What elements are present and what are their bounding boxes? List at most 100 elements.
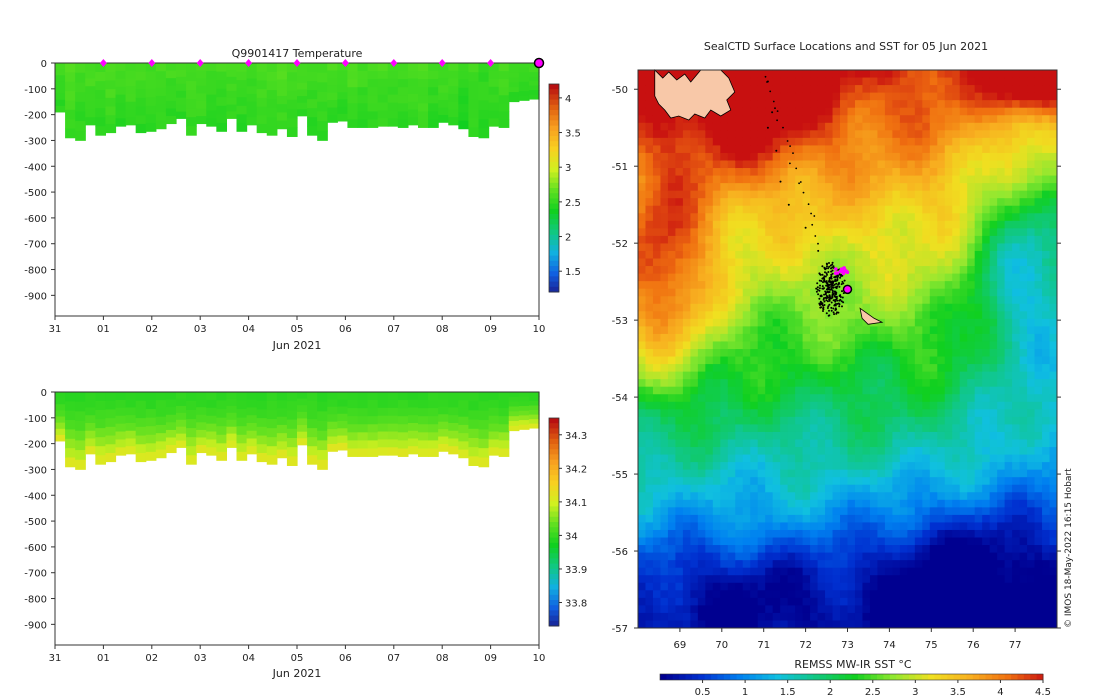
sst-cell xyxy=(802,288,811,297)
sst-cell xyxy=(959,85,968,94)
sst-cell xyxy=(802,333,811,342)
sst-cell xyxy=(735,303,744,312)
colorbar-segment xyxy=(549,438,559,445)
sst-cell xyxy=(772,590,781,599)
sst-cell xyxy=(1019,484,1028,493)
sst-cell xyxy=(832,349,841,358)
sst-cell xyxy=(1004,469,1013,478)
sst-cell xyxy=(1034,190,1043,199)
sst-cell xyxy=(810,401,819,410)
sst-cell xyxy=(690,582,699,591)
sst-cell xyxy=(1019,303,1028,312)
sst-cell xyxy=(914,356,923,365)
sst-cell xyxy=(660,409,669,418)
sst-cell xyxy=(1012,386,1021,395)
sst-cell xyxy=(959,371,968,380)
profile-marker xyxy=(196,59,204,67)
sst-cell xyxy=(802,341,811,350)
sst-cell xyxy=(750,364,759,373)
sst-cell xyxy=(638,612,646,621)
sst-cell xyxy=(705,484,714,493)
sst-cell xyxy=(750,190,759,199)
sst-cell xyxy=(802,492,811,501)
sst-cell xyxy=(974,394,983,403)
sst-cell xyxy=(907,416,916,425)
heatmap-cell xyxy=(75,450,86,461)
sst-cell xyxy=(892,311,901,320)
y-tick-label: -900 xyxy=(24,620,47,631)
sst-cell xyxy=(847,152,856,161)
sst-cell xyxy=(727,198,736,207)
sst-cell xyxy=(735,296,744,305)
heatmap-cell xyxy=(407,407,419,416)
sst-cell xyxy=(735,552,744,561)
sst-cell xyxy=(1027,70,1036,79)
sst-cell xyxy=(967,183,976,192)
sst-cell xyxy=(690,409,699,418)
sst-cell xyxy=(742,243,751,252)
sst-cell xyxy=(907,507,916,516)
sst-cell xyxy=(892,394,901,403)
heatmap-cell xyxy=(438,92,449,101)
sst-cell xyxy=(638,250,646,260)
sst-cell xyxy=(884,250,893,260)
sst-cell xyxy=(720,326,729,335)
heatmap-cell xyxy=(216,63,228,72)
sst-cell xyxy=(1034,409,1043,418)
heatmap-cell xyxy=(387,94,399,103)
sst-cell xyxy=(720,228,729,237)
sst-cell xyxy=(697,620,706,629)
sst-cell xyxy=(772,333,781,342)
sst-cell xyxy=(667,243,676,252)
sst-cell xyxy=(817,484,826,493)
sst-cell xyxy=(795,77,804,86)
sst-cell xyxy=(817,537,826,546)
sst-cell xyxy=(787,311,796,320)
sst-cell xyxy=(892,296,901,305)
sst-cell xyxy=(772,326,781,335)
x-tick-label: 05 xyxy=(291,324,304,335)
sst-cell xyxy=(892,266,901,275)
sst-cell xyxy=(705,477,714,486)
sst-cell xyxy=(832,235,841,244)
sst-cell xyxy=(750,175,759,184)
sst-cell xyxy=(997,597,1006,606)
heatmap-cell xyxy=(125,438,137,447)
sst-cell xyxy=(944,605,953,614)
sst-cell xyxy=(914,70,923,79)
sst-cell xyxy=(712,341,721,350)
sst-cell xyxy=(944,371,953,380)
sst-cell xyxy=(645,250,654,260)
sst-cell xyxy=(787,107,796,116)
sst-cell xyxy=(854,160,863,169)
sst-cell xyxy=(690,567,699,576)
sst-cell xyxy=(735,620,744,629)
sst-cell xyxy=(802,394,811,403)
colorbar-segment xyxy=(549,110,559,116)
sst-cell xyxy=(667,228,676,237)
sst-cell xyxy=(645,145,654,154)
heatmap-cell xyxy=(407,415,419,424)
sst-cell xyxy=(982,507,991,516)
sst-cell xyxy=(899,220,908,229)
sst-cell xyxy=(907,220,916,229)
sst-cell xyxy=(660,424,669,433)
heatmap-cell xyxy=(317,392,328,403)
heatmap-cell xyxy=(256,426,268,436)
sst-cell xyxy=(1034,514,1043,523)
heatmap-cell xyxy=(317,411,328,422)
sst-cell xyxy=(832,439,841,448)
sst-cell xyxy=(937,537,946,546)
heatmap-cell xyxy=(458,95,470,105)
sst-cell xyxy=(952,243,961,252)
sst-cell xyxy=(795,454,804,463)
sst-cell xyxy=(682,605,691,614)
heatmap-cell xyxy=(307,401,318,411)
sst-cell xyxy=(907,243,916,252)
sst-cell xyxy=(982,605,991,614)
sst-cell xyxy=(944,175,953,184)
sst-cell xyxy=(750,454,759,463)
sst-cell xyxy=(1012,537,1021,546)
sst-cell xyxy=(952,537,961,546)
sst-cell xyxy=(982,243,991,252)
